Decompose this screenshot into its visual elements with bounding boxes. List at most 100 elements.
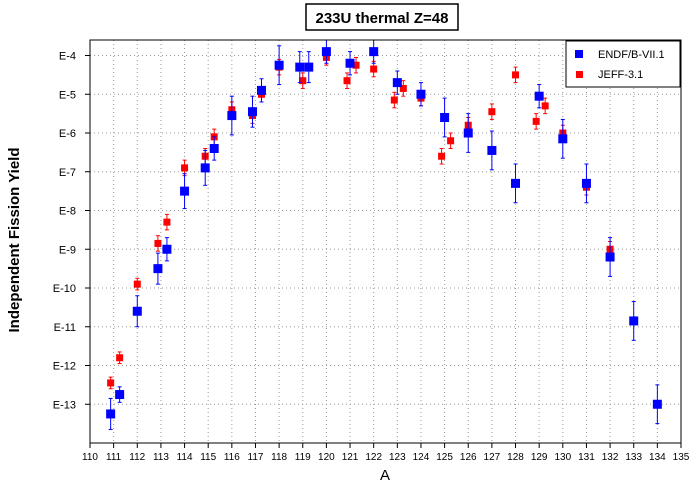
data-point-jeff	[133, 280, 141, 288]
x-tick-label: 122	[365, 452, 382, 463]
x-tick-label: 116	[224, 452, 240, 463]
data-point-jeff	[299, 77, 307, 85]
data-point-endf	[605, 252, 615, 262]
data-point-jeff	[512, 71, 520, 79]
tick-layer: 110 111 112 113 114 115 116 117 118 119 120 121 122 1…	[53, 51, 690, 464]
y-tick-label: E-6	[59, 128, 76, 140]
data-point-endf	[392, 78, 402, 88]
data-point-jeff	[116, 354, 124, 362]
x-tick-label: 111	[106, 452, 122, 463]
data-point-jeff	[390, 96, 398, 104]
y-tick-label: E-11	[54, 322, 76, 334]
x-tick-label: 120	[318, 452, 335, 463]
chart-title: 233U thermal Z=48	[316, 10, 449, 27]
x-tick-label: 110	[82, 452, 98, 463]
y-tick-label: E-9	[59, 244, 76, 256]
data-point-endf	[209, 144, 219, 153]
x-tick-label: 115	[200, 452, 216, 463]
legend-label-endf: ENDF/B-VII.1	[598, 49, 665, 61]
data-point-jeff	[352, 61, 360, 69]
x-tick-label: 119	[295, 452, 311, 463]
data-point-endf	[162, 244, 172, 254]
legend-frame	[565, 40, 681, 88]
data-point-jeff	[163, 218, 171, 226]
data-point-endf	[581, 178, 591, 188]
x-tick-label: 126	[460, 452, 477, 463]
legend-marker-endf	[575, 50, 583, 58]
data-point-jeff	[438, 152, 446, 160]
data-point-endf	[629, 316, 639, 326]
data-point-jeff	[488, 108, 496, 116]
y-axis-label: Independent Fission Yield	[6, 147, 23, 332]
data-point-endf	[227, 111, 237, 121]
data-point-jeff	[107, 379, 115, 387]
y-tick-label: E-10	[53, 283, 76, 295]
legend-label-jeff: JEFF-3.1	[598, 69, 643, 81]
data-point-endf	[440, 113, 450, 122]
y-tick-label: E-7	[59, 167, 76, 179]
data-point-endf	[106, 409, 116, 419]
x-tick-label: 113	[153, 452, 169, 463]
data-point-jeff	[343, 77, 351, 85]
y-tick-label: E-12	[53, 361, 76, 373]
data-point-jeff	[181, 164, 189, 172]
data-point-jeff	[370, 65, 378, 73]
plot-frame	[89, 39, 682, 444]
y-tick-label: E-4	[59, 51, 76, 63]
data-point-endf	[247, 107, 257, 117]
data-point-endf	[180, 186, 190, 196]
x-tick-label: 114	[177, 452, 193, 463]
legend-marker-jeff	[576, 71, 583, 78]
x-tick-label: 128	[507, 452, 524, 463]
data-layer	[106, 39, 662, 430]
y-tick-label: E-5	[59, 89, 76, 101]
data-point-endf	[256, 85, 266, 95]
data-point-endf	[416, 89, 426, 99]
x-tick-label: 134	[649, 452, 666, 463]
data-point-endf	[463, 128, 473, 138]
title-frame	[305, 3, 459, 31]
data-point-endf	[511, 178, 521, 188]
data-point-endf	[132, 306, 142, 316]
x-tick-label: 127	[484, 452, 501, 463]
data-point-jeff	[532, 117, 540, 125]
x-tick-label: 132	[602, 452, 619, 463]
x-tick-label: 124	[413, 452, 430, 463]
x-tick-label: 133	[625, 452, 642, 463]
chart-title-box: 233U thermal Z=48	[305, 3, 459, 31]
data-point-endf	[153, 264, 163, 274]
data-point-endf	[274, 60, 284, 70]
x-tick-label: 130	[554, 452, 571, 463]
data-point-endf	[652, 399, 662, 409]
x-tick-label: 123	[389, 452, 406, 463]
legend: ENDF/B-VII.1 JEFF-3.1	[565, 40, 681, 88]
data-point-jeff	[447, 137, 455, 145]
y-tick-label: E-13	[53, 399, 76, 411]
x-tick-label: 129	[531, 452, 548, 463]
data-point-endf	[369, 47, 379, 57]
data-point-jeff	[541, 102, 549, 110]
x-tick-label: 118	[271, 452, 287, 463]
data-point-endf	[487, 145, 497, 155]
x-tick-label: 121	[342, 452, 359, 463]
data-point-endf	[295, 62, 305, 72]
x-tick-label: 125	[436, 452, 453, 463]
x-tick-label: 135	[673, 452, 690, 463]
data-point-jeff	[399, 84, 407, 92]
data-point-jeff	[154, 239, 162, 247]
x-tick-label: 131	[578, 452, 595, 463]
x-axis-label: A	[380, 467, 390, 484]
grid-layer	[90, 40, 681, 443]
data-point-endf	[534, 91, 544, 101]
data-point-endf	[200, 163, 210, 173]
x-tick-label: 117	[248, 452, 264, 463]
data-point-endf	[321, 47, 331, 57]
data-point-endf	[345, 58, 355, 68]
data-point-endf	[558, 134, 568, 144]
data-point-endf	[304, 62, 314, 72]
x-tick-label: 112	[129, 452, 145, 463]
y-tick-label: E-8	[59, 206, 76, 218]
data-point-endf	[115, 390, 125, 400]
